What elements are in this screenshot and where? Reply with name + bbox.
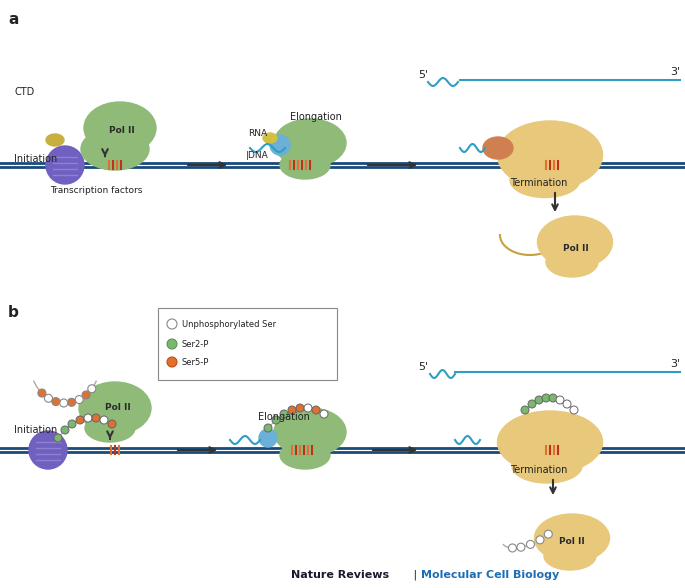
Text: Termination: Termination <box>510 178 567 188</box>
Circle shape <box>542 394 550 402</box>
Circle shape <box>52 397 60 406</box>
Text: b: b <box>8 305 19 320</box>
Text: |DNA: |DNA <box>246 151 269 160</box>
Ellipse shape <box>280 441 330 469</box>
Circle shape <box>54 434 62 442</box>
Ellipse shape <box>546 247 598 277</box>
Text: |: | <box>410 570 421 580</box>
Circle shape <box>521 406 529 414</box>
Circle shape <box>68 398 75 406</box>
Text: CTD: CTD <box>14 87 34 97</box>
Ellipse shape <box>544 542 596 570</box>
Circle shape <box>320 410 328 418</box>
Circle shape <box>167 339 177 349</box>
Text: Elongation: Elongation <box>258 412 310 422</box>
Ellipse shape <box>85 414 135 442</box>
Circle shape <box>517 543 525 551</box>
Text: RNA: RNA <box>248 129 267 138</box>
Circle shape <box>167 357 177 367</box>
Text: Pol II: Pol II <box>559 537 585 546</box>
Circle shape <box>108 420 116 428</box>
Ellipse shape <box>274 119 346 167</box>
Circle shape <box>92 414 100 422</box>
Text: Ser2-P: Ser2-P <box>182 339 210 349</box>
Circle shape <box>545 530 552 538</box>
Circle shape <box>45 394 53 402</box>
Circle shape <box>68 420 76 428</box>
Ellipse shape <box>90 133 140 163</box>
Circle shape <box>535 396 543 404</box>
Text: Pol II: Pol II <box>109 125 135 135</box>
Circle shape <box>563 400 571 408</box>
Circle shape <box>556 396 564 404</box>
Circle shape <box>167 319 177 329</box>
Circle shape <box>61 426 69 434</box>
Circle shape <box>528 400 536 408</box>
Circle shape <box>280 410 288 418</box>
Ellipse shape <box>512 449 582 483</box>
Circle shape <box>84 414 92 422</box>
Text: Initiation: Initiation <box>14 154 58 164</box>
Circle shape <box>270 135 290 155</box>
Circle shape <box>536 536 544 544</box>
Text: a: a <box>8 12 18 27</box>
Ellipse shape <box>510 162 580 198</box>
Text: Nature Reviews: Nature Reviews <box>291 570 389 580</box>
Circle shape <box>508 544 516 552</box>
Ellipse shape <box>84 102 156 154</box>
Text: Initiation: Initiation <box>14 425 58 435</box>
Text: Pol II: Pol II <box>563 243 589 252</box>
FancyBboxPatch shape <box>158 308 337 380</box>
Circle shape <box>570 406 578 414</box>
Circle shape <box>76 416 84 424</box>
Circle shape <box>88 385 96 393</box>
Ellipse shape <box>79 382 151 434</box>
Circle shape <box>312 406 320 414</box>
Ellipse shape <box>263 133 277 143</box>
Circle shape <box>259 429 277 447</box>
Text: Pol II: Pol II <box>105 403 131 413</box>
Ellipse shape <box>534 514 610 562</box>
Text: Transcription factors: Transcription factors <box>50 186 142 195</box>
Ellipse shape <box>538 216 612 268</box>
Text: 5': 5' <box>418 70 428 80</box>
Circle shape <box>264 424 272 432</box>
Ellipse shape <box>46 134 64 146</box>
Ellipse shape <box>497 411 603 473</box>
Circle shape <box>304 404 312 412</box>
Circle shape <box>527 540 534 549</box>
Text: Unphosphorylated Ser: Unphosphorylated Ser <box>182 319 276 329</box>
Circle shape <box>296 404 304 412</box>
Text: 5': 5' <box>418 362 428 372</box>
Circle shape <box>272 416 280 424</box>
Ellipse shape <box>280 151 330 179</box>
Ellipse shape <box>81 128 149 170</box>
Circle shape <box>288 406 296 414</box>
Text: Ser5-P: Ser5-P <box>182 358 210 366</box>
Circle shape <box>60 399 68 407</box>
Circle shape <box>100 416 108 424</box>
Circle shape <box>82 391 90 399</box>
Text: Molecular Cell Biology: Molecular Cell Biology <box>421 570 559 580</box>
Circle shape <box>549 394 557 402</box>
Text: Termination: Termination <box>510 465 567 475</box>
Text: 3': 3' <box>670 359 680 369</box>
Circle shape <box>38 389 46 397</box>
Circle shape <box>75 396 83 403</box>
Ellipse shape <box>46 146 84 184</box>
Ellipse shape <box>483 137 513 159</box>
Text: Elongation: Elongation <box>290 112 342 122</box>
Text: 3': 3' <box>670 67 680 77</box>
Ellipse shape <box>274 408 346 456</box>
Ellipse shape <box>497 121 603 189</box>
Ellipse shape <box>29 431 67 469</box>
